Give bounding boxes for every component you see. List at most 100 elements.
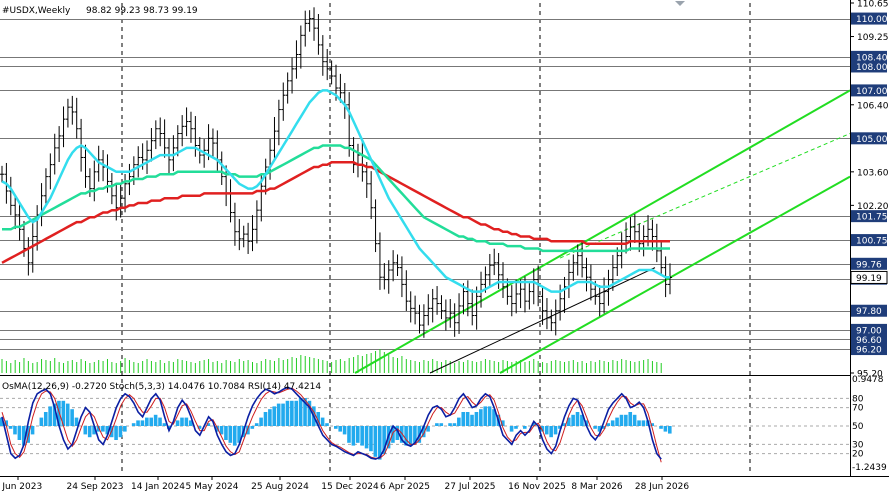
moving-averages <box>1 89 670 293</box>
level-label: 97.00 <box>856 326 882 336</box>
level-label: 107.00 <box>856 87 888 97</box>
time-tick-label: 27 Jul 2025 <box>445 482 496 492</box>
osma-bar <box>628 412 633 426</box>
osma-bar <box>492 409 496 426</box>
price-bars <box>0 7 672 338</box>
level-label: 108.00 <box>856 63 888 73</box>
osma-bar <box>307 400 312 426</box>
osma-bar <box>399 426 404 443</box>
level-label: 105.00 <box>856 135 888 145</box>
osma-bar <box>382 426 386 454</box>
osma-bar <box>562 423 567 426</box>
osma-bar <box>149 417 154 426</box>
osma-bar <box>250 426 255 429</box>
chart-shift-icon[interactable] <box>675 1 685 6</box>
osma-bar <box>30 426 35 435</box>
channel-line <box>559 133 851 259</box>
osma-bar <box>509 426 514 432</box>
osma-bar <box>114 426 118 440</box>
osma-bar <box>320 417 325 426</box>
indicator-axis-label: 50 <box>852 422 864 432</box>
osma-bar <box>435 423 439 426</box>
level-label-box <box>851 323 887 336</box>
last-price-box <box>850 270 888 284</box>
osma-bar <box>593 426 597 429</box>
osma-bar <box>65 403 70 426</box>
time-tick-label: 25 Aug 2024 <box>251 482 309 492</box>
osma-bar <box>338 426 342 432</box>
price-tick-label: 109.25 <box>857 33 889 43</box>
level-label: 97.80 <box>856 307 882 317</box>
price-tick-label: 106.40 <box>857 101 889 111</box>
osma-bar <box>342 426 347 435</box>
indicator-title: OsMA(12,26,9) -0.2720 Stoch(5,3,3) 14.04… <box>2 382 321 392</box>
osma-bar <box>597 426 602 432</box>
ma-fast-line <box>1 89 670 293</box>
price-tick-label: 103.60 <box>857 168 889 178</box>
osma-bar <box>452 423 457 426</box>
osma-bar <box>259 417 263 426</box>
level-label: 110.00 <box>856 15 888 25</box>
time-tick-label: 8 Mar 2026 <box>571 482 623 492</box>
level-label-box <box>851 50 887 63</box>
level-lines <box>0 19 850 350</box>
osma-bar <box>602 426 606 429</box>
osma-bar <box>668 426 672 434</box>
level-label-box <box>851 60 887 73</box>
osma-bar <box>514 426 518 429</box>
osma-bar <box>650 423 655 426</box>
osma-bar <box>355 426 360 443</box>
osma-bar <box>465 412 470 426</box>
osma-bar <box>232 426 237 446</box>
osma-bar <box>188 420 193 426</box>
grid-layer <box>121 3 751 472</box>
time-tick-label: 5 May 2024 <box>186 482 239 492</box>
osma-bar <box>263 412 268 426</box>
osma-bar <box>254 423 259 426</box>
stoch-signal-line <box>1 387 662 463</box>
level-label: 99.76 <box>856 260 882 270</box>
time-tick-label: 24 Sep 2023 <box>66 482 123 492</box>
osma-bar <box>377 426 382 460</box>
last-price-label: 99.19 <box>856 274 882 284</box>
level-label: 96.20 <box>856 346 882 356</box>
osma-bar <box>39 417 44 426</box>
osma-bar <box>153 414 158 426</box>
osma-bar <box>123 426 127 432</box>
osma-bar <box>641 420 646 426</box>
osma-bar <box>448 423 452 426</box>
level-label: 108.40 <box>856 53 888 63</box>
osma-bar <box>663 426 668 432</box>
osma-bar <box>325 423 329 426</box>
osma-bar <box>413 426 417 443</box>
level-label-box <box>851 84 887 97</box>
indicator-axis-label: -1.2439 <box>852 463 887 473</box>
indicator-axis-label: 0.9478 <box>852 375 884 385</box>
osma-bar <box>175 420 180 426</box>
osma-bar <box>276 403 281 426</box>
osma-bar <box>580 414 584 426</box>
time-tick-label: 6 Apr 2025 <box>380 482 430 492</box>
osma-bar <box>659 426 663 429</box>
osma-bar <box>13 426 17 435</box>
osma-bar <box>474 412 479 426</box>
osma-bar <box>487 406 492 426</box>
osma-bar <box>501 420 505 426</box>
time-tick-label: 14 Jan 2024 <box>131 482 185 492</box>
osma-bar <box>96 426 101 432</box>
osma-bar <box>369 426 373 452</box>
osma-bar <box>606 423 611 426</box>
osma-bar <box>571 414 575 426</box>
time-tick-label: 16 Nov 2025 <box>508 482 566 492</box>
osma-bar <box>483 406 488 426</box>
ma-slow-line <box>1 161 670 264</box>
level-label-box <box>851 333 887 346</box>
osma-bar <box>624 414 628 426</box>
level-label-box <box>851 210 887 223</box>
osma-bar <box>391 426 395 443</box>
symbol-title: #USDX,Weekly <box>2 6 71 16</box>
osma-bar <box>184 417 189 426</box>
level-label-box <box>851 12 887 25</box>
